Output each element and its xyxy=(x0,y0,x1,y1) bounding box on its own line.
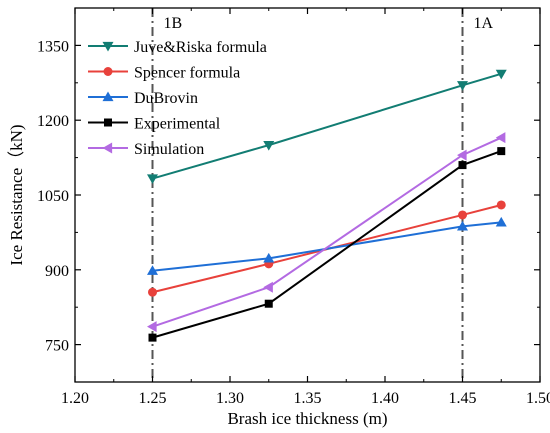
legend-label: DuBrovin xyxy=(134,90,198,107)
x-tick-label: 1.35 xyxy=(294,390,322,407)
y-tick-label: 1050 xyxy=(37,188,69,205)
data-point-dubrovin xyxy=(495,216,507,227)
series-line-dubrovin xyxy=(152,221,502,272)
series-experimental xyxy=(148,147,506,342)
x-axis-title: Brash ice thickness (m) xyxy=(227,409,387,428)
series-simulation xyxy=(147,132,506,333)
legend-marker-experimental xyxy=(104,118,112,127)
data-point-experimental xyxy=(264,299,273,308)
legend-marker-dubrovin xyxy=(102,91,114,102)
y-axis-title: Ice Resistance（kN) xyxy=(7,124,26,265)
y-tick-label: 750 xyxy=(45,338,69,355)
data-point-juve-riska-formula xyxy=(457,81,468,91)
series-line-juve-riska-formula xyxy=(152,72,502,180)
y-tick-label: 1200 xyxy=(37,113,69,130)
legend-entry-simulation: Simulation xyxy=(88,141,204,158)
y-tick-label: 1350 xyxy=(37,38,69,55)
x-tick-label: 1.50 xyxy=(526,390,550,407)
series-juve-riska-formula xyxy=(147,69,507,185)
annotation-layer: 1B 1A xyxy=(151,8,494,382)
data-point-experimental xyxy=(148,333,157,342)
x-tick-label: 1.25 xyxy=(139,390,167,407)
data-point-simulation xyxy=(147,321,157,333)
data-point-simulation xyxy=(495,132,506,144)
series-line-spencer-formula xyxy=(152,204,502,294)
data-point-dubrovin xyxy=(263,252,275,263)
data-point-experimental xyxy=(497,147,506,156)
x-tick-label: 1.40 xyxy=(371,390,399,407)
y-tick-label: 900 xyxy=(45,263,69,280)
legend-label: Simulation xyxy=(134,141,204,158)
legend-entry-dubrovin: DuBrovin xyxy=(88,90,198,107)
series-line-simulation xyxy=(152,136,502,328)
data-point-simulation xyxy=(263,281,273,293)
legend-marker-spencer-formula xyxy=(103,67,113,76)
data-point-dubrovin xyxy=(457,220,468,231)
series-line-experimental xyxy=(152,150,502,339)
data-point-spencer-formula xyxy=(458,210,467,220)
data-point-juve-riska-formula xyxy=(147,174,158,185)
x-tick-label: 1.20 xyxy=(61,390,89,407)
series-dubrovin xyxy=(147,216,507,275)
legend-label: Spencer formula xyxy=(134,65,240,82)
annotation-label-1b: 1B xyxy=(164,15,183,32)
data-point-juve-riska-formula xyxy=(263,141,275,151)
legend: Juve&Riska formula Spencer formula DuBrovi… xyxy=(88,39,267,158)
data-point-dubrovin xyxy=(147,265,158,275)
x-tick-label: 1.45 xyxy=(449,390,477,407)
data-point-juve-riska-formula xyxy=(495,69,507,80)
annotation-label-1a: 1A xyxy=(474,15,494,32)
x-tick-label: 1.30 xyxy=(216,390,244,407)
legend-marker-simulation xyxy=(102,142,113,154)
data-point-spencer-formula xyxy=(496,200,506,210)
data-point-spencer-formula xyxy=(148,287,157,297)
legend-entry-juve-riska-formula: Juve&Riska formula xyxy=(88,39,267,56)
series-layer xyxy=(147,69,507,342)
legend-marker-juve-riska-formula xyxy=(102,41,114,52)
axes-layer: 1.20 1.25 1.30 1.35 1.40 1.45 1.50 750 900 1050 12… xyxy=(37,7,550,407)
legend-entry-experimental: Experimental xyxy=(88,116,221,133)
legend-entry-spencer-formula: Spencer formula xyxy=(88,65,240,82)
legend-label: Juve&Riska formula xyxy=(134,39,267,56)
data-point-experimental xyxy=(458,161,467,170)
data-point-simulation xyxy=(457,149,467,161)
legend-label: Experimental xyxy=(134,116,221,133)
